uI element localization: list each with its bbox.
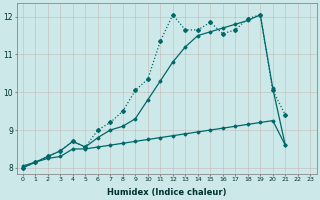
X-axis label: Humidex (Indice chaleur): Humidex (Indice chaleur) (107, 188, 226, 197)
